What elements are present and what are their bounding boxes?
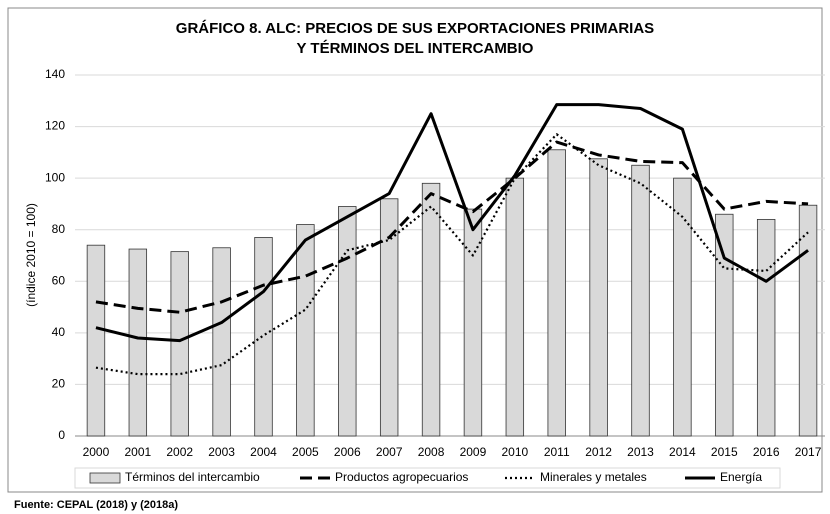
bar xyxy=(715,213,734,437)
x-tick-label: 2013 xyxy=(627,445,654,459)
legend-label: Energía xyxy=(720,470,762,484)
y-axis-label: (índice 2010 = 100) xyxy=(24,203,38,307)
bar xyxy=(547,149,566,437)
legend-label: Términos del intercambio xyxy=(125,470,260,484)
x-tick-label: 2007 xyxy=(376,445,403,459)
bar xyxy=(421,182,441,437)
bar xyxy=(212,247,231,437)
bar xyxy=(505,177,525,437)
x-tick-label: 2004 xyxy=(250,445,277,459)
bar xyxy=(296,224,315,437)
x-tick-label: 2016 xyxy=(753,445,780,459)
y-tick-label: 80 xyxy=(52,222,66,236)
x-tick-label: 2009 xyxy=(460,445,487,459)
x-tick-label: 2010 xyxy=(501,445,528,459)
x-tick-label: 2015 xyxy=(711,445,738,459)
x-tick-label: 2017 xyxy=(795,445,822,459)
x-tick-label: 2011 xyxy=(544,445,570,459)
bar xyxy=(589,158,608,437)
x-tick-label: 2003 xyxy=(208,445,235,459)
x-tick-label: 2006 xyxy=(334,445,361,459)
bar xyxy=(128,248,148,437)
legend-swatch xyxy=(89,472,121,484)
bar xyxy=(631,164,650,437)
legend-label: Productos agropecuarios xyxy=(335,470,468,484)
line-series xyxy=(95,103,809,343)
bar xyxy=(673,177,692,437)
source-note: Fuente: CEPAL (2018) y (2018a) xyxy=(14,499,178,511)
chart-title: GRÁFICO 8. ALC: PRECIOS DE SUS EXPORTACI… xyxy=(176,20,654,37)
bar xyxy=(338,206,357,437)
x-tick-label: 2002 xyxy=(166,445,193,459)
bar xyxy=(170,251,189,437)
bar xyxy=(254,237,273,437)
x-tick-label: 2008 xyxy=(418,445,445,459)
y-tick-label: 60 xyxy=(52,273,66,287)
bar xyxy=(756,218,776,437)
y-tick-label: 40 xyxy=(52,325,66,339)
bar xyxy=(86,244,106,437)
y-tick-label: 100 xyxy=(45,170,65,184)
x-tick-label: 2014 xyxy=(669,445,696,459)
x-tick-label: 2012 xyxy=(585,445,612,459)
bar xyxy=(798,204,818,437)
x-tick-label: 2001 xyxy=(124,445,151,459)
x-tick-label: 2005 xyxy=(292,445,319,459)
y-tick-label: 140 xyxy=(45,67,65,81)
bar xyxy=(463,208,483,437)
legend-box xyxy=(74,467,781,489)
x-tick-label: 2000 xyxy=(83,445,110,459)
y-tick-label: 0 xyxy=(58,428,65,442)
bar xyxy=(379,198,399,437)
y-tick-label: 20 xyxy=(52,377,66,391)
legend-label: Minerales y metales xyxy=(540,470,647,484)
y-tick-label: 120 xyxy=(45,119,65,133)
chart-title: Y TÉRMINOS DEL INTERCAMBIO xyxy=(297,40,534,57)
